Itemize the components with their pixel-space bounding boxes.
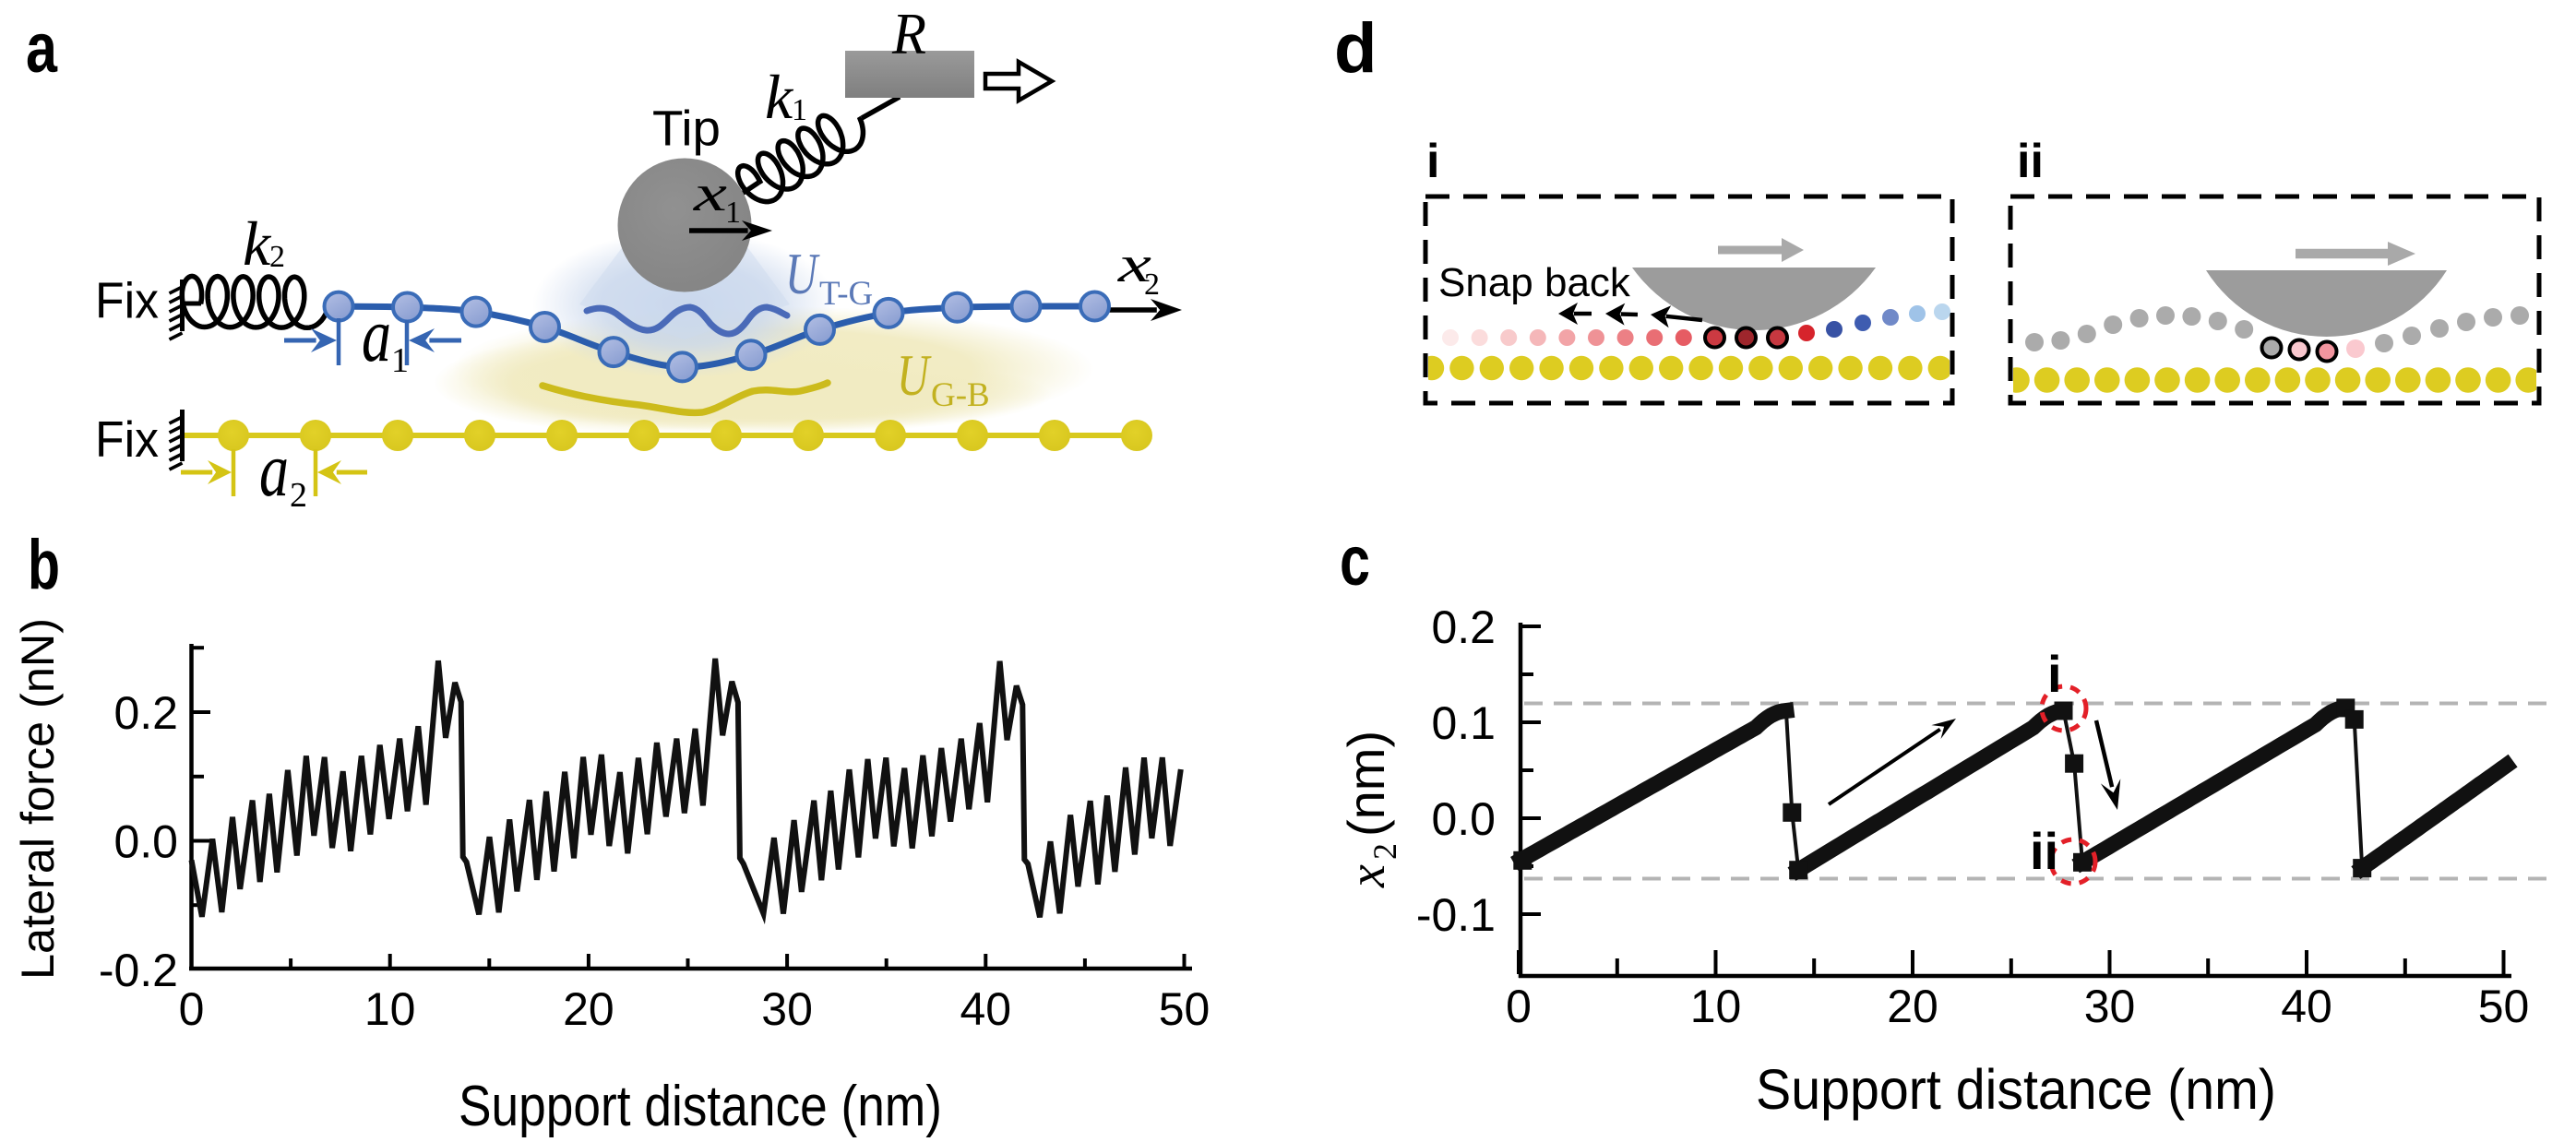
svg-text:Fix: Fix (95, 410, 159, 468)
svg-text:Lateral force (nN): Lateral force (nN) (12, 618, 64, 980)
svg-text:Fix: Fix (95, 272, 159, 329)
svg-text:x: x (1117, 236, 1152, 293)
svg-text:0.1: 0.1 (1431, 697, 1496, 749)
svg-text:20: 20 (1887, 981, 1938, 1032)
svg-text:2: 2 (1144, 268, 1160, 302)
svg-text:10: 10 (1690, 981, 1742, 1032)
svg-text:-0.2: -0.2 (99, 945, 178, 996)
svg-text:1: 1 (725, 196, 741, 230)
svg-text:Tip: Tip (652, 101, 721, 157)
svg-text:i: i (1426, 135, 1439, 188)
svg-text:x: x (693, 165, 728, 222)
svg-text:U: U (897, 342, 932, 408)
svg-text:2: 2 (290, 476, 307, 515)
svg-text:20: 20 (563, 983, 614, 1035)
svg-text:1: 1 (792, 93, 807, 127)
svg-text:0.2: 0.2 (1431, 601, 1496, 653)
svg-text:30: 30 (761, 983, 813, 1035)
svg-text:Snap back: Snap back (1438, 260, 1631, 305)
svg-text:d: d (1334, 9, 1377, 88)
svg-text:c: c (1340, 522, 1370, 601)
svg-text:i: i (2047, 645, 2062, 703)
svg-text:ii: ii (2030, 822, 2058, 880)
svg-text:k: k (243, 208, 272, 279)
svg-text:0.0: 0.0 (113, 816, 178, 868)
svg-text:2: 2 (1366, 843, 1403, 860)
svg-text:U: U (785, 241, 820, 306)
svg-text:ii: ii (2017, 135, 2044, 188)
svg-text:T-G: T-G (819, 275, 873, 313)
svg-text:a: a (26, 9, 58, 88)
svg-text:0.0: 0.0 (1431, 793, 1496, 845)
svg-text:Support distance (nm): Support distance (nm) (1756, 1058, 2276, 1121)
svg-text:50: 50 (1159, 983, 1210, 1035)
svg-text:a: a (362, 292, 391, 378)
svg-text:0.2: 0.2 (113, 687, 178, 739)
svg-text:x: x (1339, 864, 1396, 888)
svg-text:1: 1 (391, 341, 409, 380)
svg-text:0: 0 (1506, 981, 1532, 1032)
svg-text:R: R (891, 1, 926, 66)
svg-text:Support distance (nm): Support distance (nm) (459, 1075, 942, 1138)
svg-text:G-B: G-B (931, 376, 990, 414)
svg-text:10: 10 (364, 983, 416, 1035)
svg-text:0: 0 (179, 983, 205, 1035)
svg-text:40: 40 (960, 983, 1011, 1035)
svg-text:-0.1: -0.1 (1416, 889, 1496, 941)
svg-text:b: b (28, 526, 60, 604)
svg-text:30: 30 (2084, 981, 2136, 1032)
svg-text:a: a (259, 427, 289, 513)
svg-text:2: 2 (269, 240, 285, 274)
svg-text:40: 40 (2281, 981, 2332, 1032)
svg-text:50: 50 (2478, 981, 2530, 1032)
svg-text:(nm): (nm) (1337, 731, 1395, 837)
svg-text:k: k (765, 62, 794, 132)
